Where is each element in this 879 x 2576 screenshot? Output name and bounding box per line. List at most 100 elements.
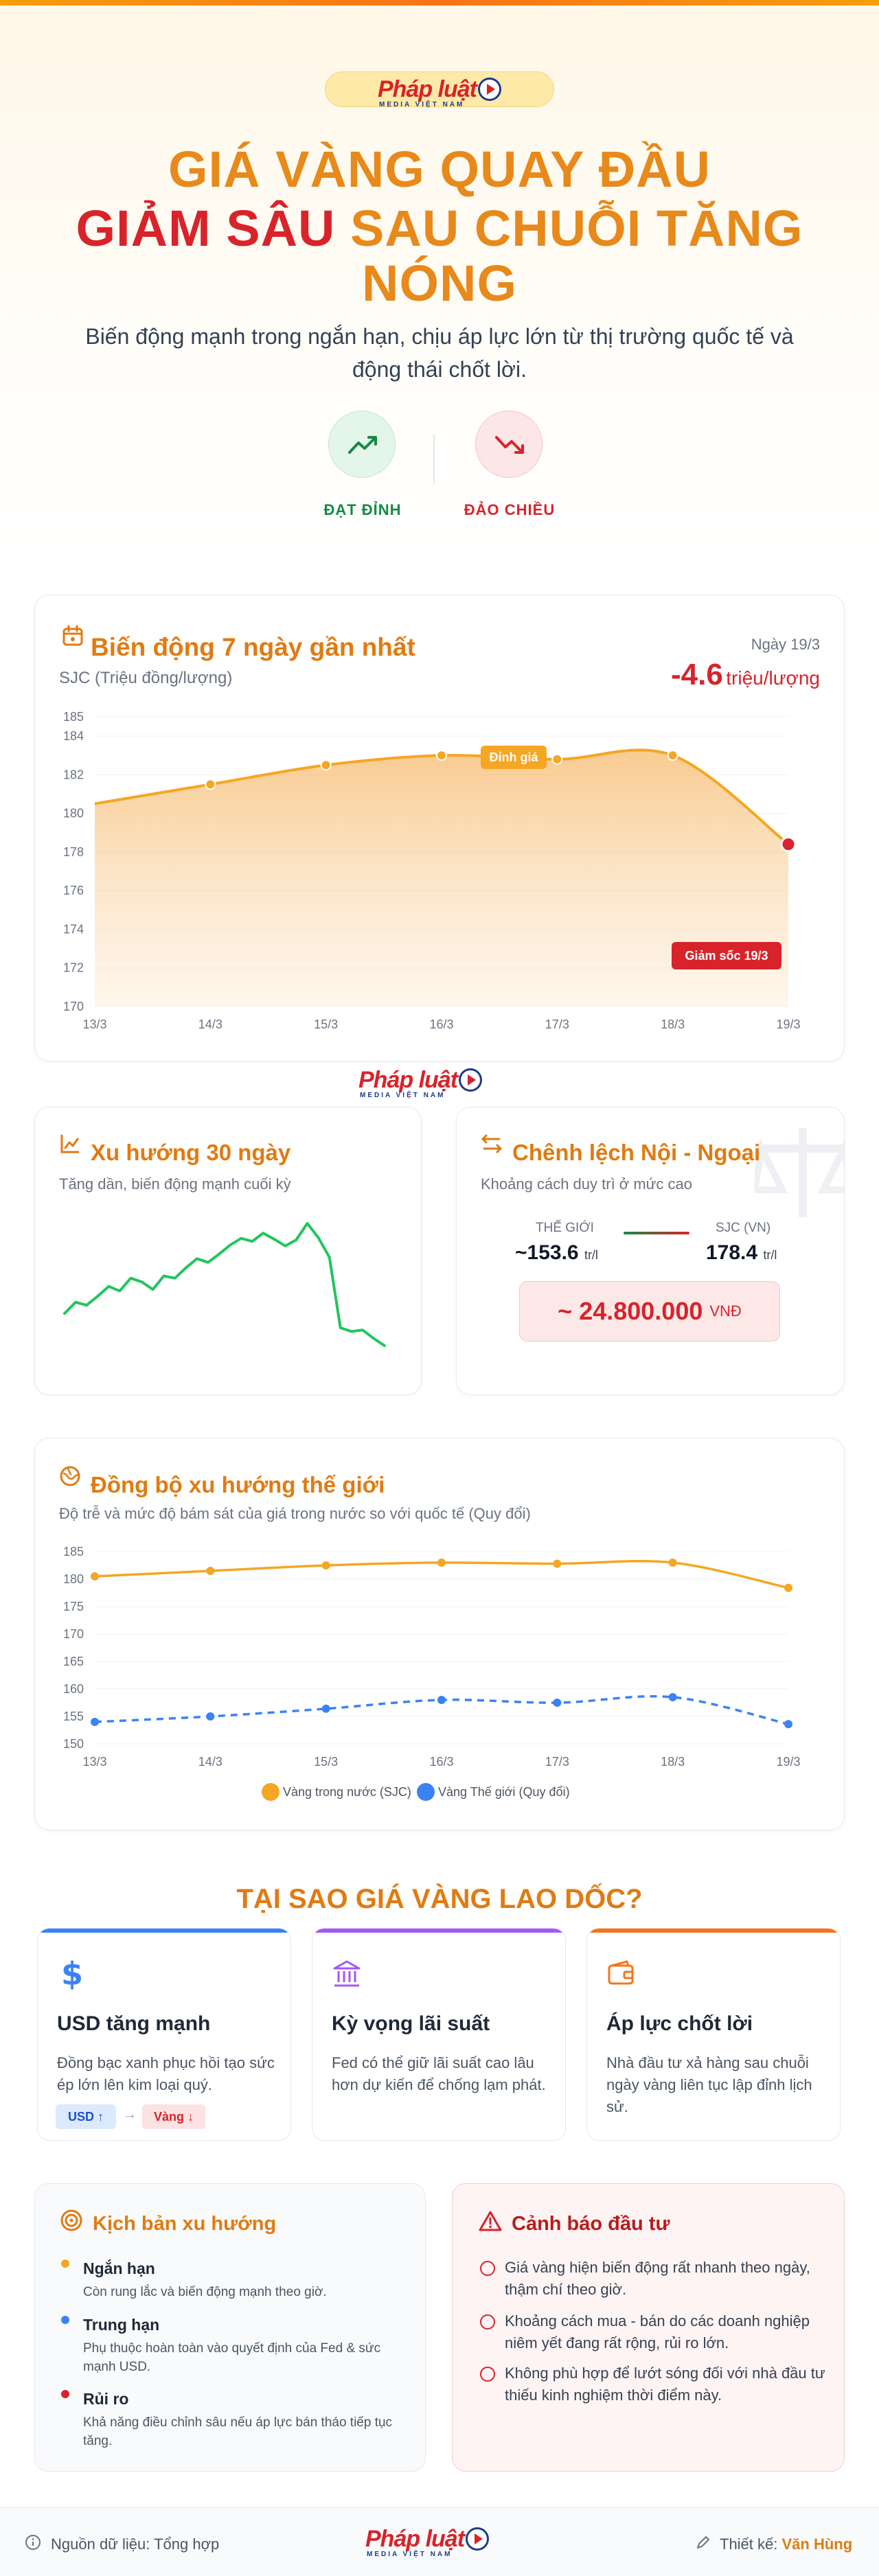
target-icon xyxy=(60,2209,82,2231)
top-accent-bar xyxy=(0,0,879,5)
reason-accent-bar xyxy=(587,1929,840,1933)
reason-card-profit: Áp lực chốt lời Nhà đầu tư xả hàng sau c… xyxy=(586,1928,841,2141)
gap-unit: VNĐ xyxy=(709,1302,742,1320)
badge-down-label: ĐẢO CHIỀU xyxy=(464,501,556,518)
reason-card-interest: Kỳ vọng lãi suất Fed có thể giữ lãi suất… xyxy=(312,1928,566,2141)
brand-logo-pill[interactable]: Pháp luật MEDIA VIỆT NAM xyxy=(325,71,554,108)
shock-annotation: Giảm sốc 19/3 xyxy=(672,942,781,969)
change-unit: triệu/lượng xyxy=(726,667,820,689)
check-circle-icon xyxy=(480,2367,495,2382)
dollar-icon: $ xyxy=(61,1956,83,1992)
check-circle-icon xyxy=(480,2261,495,2276)
world-label: THẾ GIỚI xyxy=(536,1221,594,1235)
scenario-text-risk: Khả năng điều chỉnh sâu nếu áp lực bán t… xyxy=(83,2415,393,2448)
bank-icon xyxy=(333,1960,361,1987)
calendar-icon xyxy=(62,625,83,646)
reason-title: Kỳ vọng lãi suất xyxy=(332,2012,490,2035)
designer-name: Văn Hùng xyxy=(781,2535,853,2553)
reason-accent-bar xyxy=(38,1929,290,1933)
pen-icon xyxy=(697,2536,709,2549)
gap-value: ~ 24.800.000 xyxy=(558,1297,703,1325)
brand-logo: Pháp luật MEDIA VIỆT NAM xyxy=(377,76,502,108)
reason-accent-bar xyxy=(312,1929,565,1933)
scenario-text-mid: Phụ thuộc hoàn toàn vào quyết định của F… xyxy=(83,2341,381,2374)
badge-up-label: ĐẠT ĐỈNH xyxy=(323,501,402,518)
gap-card-subtitle: Khoảng cách duy trì ở mức cao xyxy=(481,1175,692,1193)
hero-title-line2: GIẢM SÂU SAU CHUỖI TĂNG xyxy=(0,200,879,257)
usd-up-tag: USD ↑ xyxy=(56,2104,116,2129)
footer-logo[interactable]: Pháp luật MEDIA VIỆT NAM xyxy=(365,2526,490,2558)
brand-name: Pháp luật xyxy=(377,76,477,102)
watermark-logo: Pháp luật MEDIA VIỆT NAM xyxy=(358,1067,483,1099)
warning-title: Cảnh báo đầu tư xyxy=(512,2213,670,2235)
footer-designer: Thiết kế: Văn Hùng xyxy=(720,2535,852,2553)
week-card-subtitle: SJC (Triệu đồng/lượng) xyxy=(59,669,233,687)
reasons-heading: TẠI SAO GIÁ VÀNG LAO DỐC? xyxy=(236,1884,643,1914)
hero-section: Pháp luật MEDIA VIỆT NAM xyxy=(0,5,879,562)
footer-brand-sub: MEDIA VIỆT NAM xyxy=(367,2551,453,2558)
reason-text: Đồng bạc xanh phục hồi tạo sức ép lớn lê… xyxy=(57,2054,275,2093)
play-icon xyxy=(478,78,502,101)
sync-card-title: Đồng bộ xu hướng thế giới xyxy=(91,1472,385,1497)
scale-watermark-icon xyxy=(755,1128,844,1217)
hero-title-red: GIẢM SÂU xyxy=(76,200,336,257)
scenario-text-short: Còn rung lắc và biến động mạnh theo giờ. xyxy=(83,2285,327,2299)
warning-item: Khoảng cách mua - bán do các doanh nghiệ… xyxy=(505,2312,810,2351)
world-unit: tr/l xyxy=(584,1248,598,1262)
world-value: ~153.6 xyxy=(515,1241,579,1264)
hero-subtitle: Biến động mạnh trong ngắn hạn, chịu áp l… xyxy=(85,324,794,382)
trending-down-icon xyxy=(495,436,524,454)
gap-amount-box: ~ 24.800.000 VNĐ xyxy=(519,1281,780,1342)
scenario-heading-mid: Trung hạn xyxy=(83,2316,160,2334)
trend-card-subtitle: Tăng dần, biến động mạnh cuối kỳ xyxy=(59,1175,291,1193)
domestic-unit: tr/l xyxy=(763,1248,777,1262)
watermark-brand-sub: MEDIA VIỆT NAM xyxy=(360,1092,446,1099)
footer-play-icon xyxy=(466,2527,490,2551)
arrow-right-icon: → xyxy=(123,2107,137,2122)
reason-card-usd: $ USD tăng mạnh Đồng bạc xanh phục hồi t… xyxy=(37,1928,291,2141)
domestic-value-block: 178.4 tr/l xyxy=(706,1241,777,1265)
badge-divider xyxy=(433,434,435,485)
peak-annotation: Đỉnh giá xyxy=(481,746,547,769)
gap-card xyxy=(456,1107,845,1395)
swap-arrows-icon xyxy=(481,1134,502,1153)
scenario-dot-mid xyxy=(61,2316,69,2324)
world-value-block: ~153.6 tr/l xyxy=(515,1241,598,1265)
gold-down-tag: Vàng ↓ xyxy=(142,2104,205,2129)
footer-source: Nguồn dữ liệu: Tổng hợp xyxy=(51,2535,220,2553)
wallet-icon xyxy=(608,1960,634,1985)
hero-title-line3: NÓNG xyxy=(362,255,517,312)
globe-icon xyxy=(60,1466,80,1486)
info-icon xyxy=(25,2535,41,2550)
warning-item: Giá vàng hiện biến động rất nhanh theo n… xyxy=(505,2259,810,2298)
trend-up-badge xyxy=(328,411,396,478)
trend-down-badge xyxy=(475,411,543,478)
reason-text: Fed có thể giữ lãi suất cao lâu hơn dự k… xyxy=(332,2054,546,2093)
scenario-dot-risk xyxy=(61,2390,69,2398)
scenario-panel: Kịch bản xu hướng Ngắn hạn Còn rung lắc … xyxy=(34,2183,426,2472)
reason-title: USD tăng mạnh xyxy=(57,2012,211,2035)
footer: Nguồn dữ liệu: Tổng hợp Pháp luật MEDIA … xyxy=(0,2507,879,2576)
week-card-date: Ngày 19/3 xyxy=(751,636,820,653)
brand-sub: MEDIA VIỆT NAM xyxy=(378,101,465,108)
domestic-value: 178.4 xyxy=(706,1241,758,1264)
hero-title-orange: SAU CHUỖI TĂNG xyxy=(350,200,803,257)
gap-card-title: Chênh lệch Nội - Ngoại xyxy=(512,1140,761,1165)
trending-up-icon xyxy=(348,436,377,454)
warning-triangle-icon xyxy=(479,2211,502,2231)
reason-text: Nhà đầu tư xả hàng sau chuỗi ngày vàng l… xyxy=(606,2054,812,2115)
hero-title-line1: GIÁ VÀNG QUAY ĐẦU xyxy=(168,141,711,198)
line-chart-icon xyxy=(60,1134,80,1153)
week-card-change: -4.6 triệu/lượng xyxy=(618,658,820,692)
reason-title: Áp lực chốt lời xyxy=(606,2012,753,2035)
scenario-heading-short: Ngắn hạn xyxy=(83,2259,155,2277)
week-card-title: Biến động 7 ngày gần nhất xyxy=(91,633,415,661)
watermark-brand-name: Pháp luật xyxy=(358,1067,458,1093)
warning-item: Không phù hợp để lướt sóng đối với nhà đ… xyxy=(505,2365,825,2404)
svg-text:$: $ xyxy=(61,1956,83,1992)
watermark-play-icon xyxy=(459,1068,483,1092)
trend-card-title: Xu hướng 30 ngày xyxy=(91,1140,291,1165)
check-circle-icon xyxy=(480,2314,495,2330)
domestic-label: SJC (VN) xyxy=(716,1221,771,1235)
footer-brand-name: Pháp luật xyxy=(365,2526,465,2552)
